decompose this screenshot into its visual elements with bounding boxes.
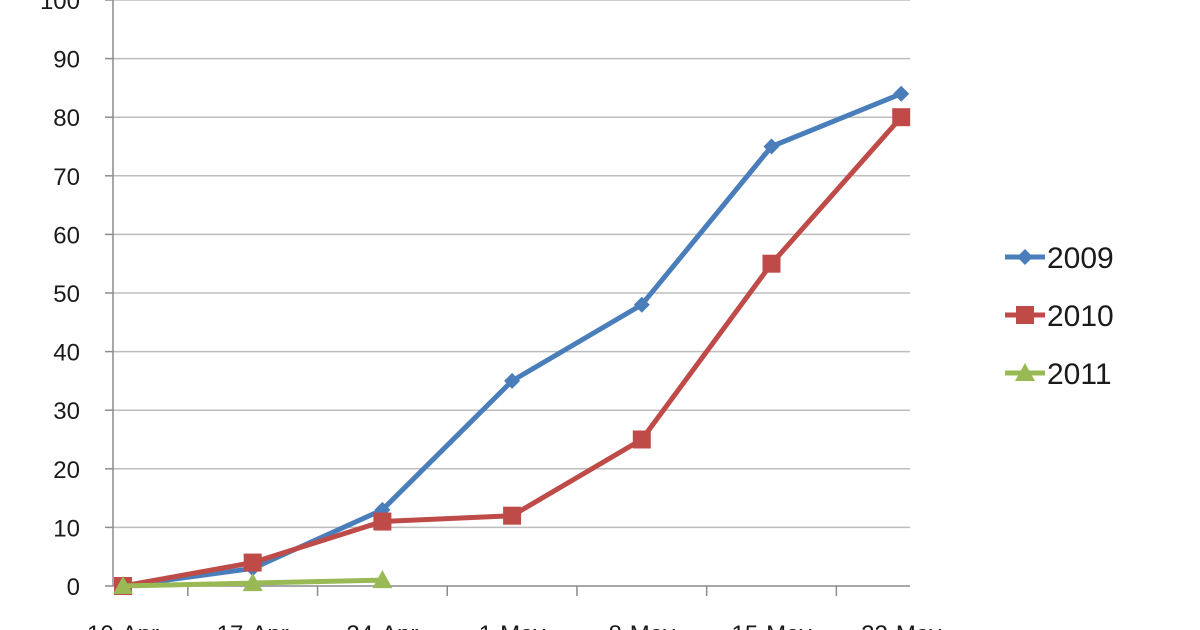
data-point-2010 — [892, 108, 911, 127]
data-point-2009 — [633, 296, 650, 313]
legend-label: 2010 — [1047, 300, 1114, 333]
legend-swatch-marker — [1016, 306, 1034, 324]
y-tick-label: 90 — [53, 47, 80, 74]
data-point-2010 — [632, 430, 651, 449]
data-point-2011 — [372, 570, 393, 589]
legend: 2009 2010 2011 — [1005, 242, 1114, 391]
y-axis-tick-labels: 0 10 20 30 40 50 60 70 80 90 100 — [40, 0, 80, 601]
y-tick-label: 20 — [53, 457, 80, 484]
x-tick-label: 24-Apr — [346, 621, 418, 630]
axes — [105, 0, 910, 596]
y-tick-label: 30 — [53, 398, 80, 425]
x-tick-label: 22-May — [861, 621, 941, 630]
legend-item-2009: 2009 — [1005, 242, 1114, 275]
y-tick-label: 50 — [53, 281, 80, 308]
legend-swatch-marker — [1015, 363, 1035, 381]
y-tick-label: 40 — [53, 340, 80, 367]
data-point-2010 — [762, 254, 781, 273]
data-point-2011 — [242, 573, 263, 592]
y-tick-label: 0 — [67, 574, 80, 601]
legend-label: 2009 — [1047, 242, 1114, 275]
data-point-2009 — [504, 372, 521, 389]
x-tick-label: 10-Apr — [87, 621, 159, 630]
y-tick-label: 80 — [53, 105, 80, 132]
legend-swatch-marker — [1017, 249, 1033, 265]
legend-item-2010: 2010 — [1005, 300, 1114, 333]
y-tick-label: 70 — [53, 164, 80, 191]
data-point-2009 — [763, 138, 780, 155]
data-point-2010 — [243, 553, 262, 572]
legend-item-2011: 2011 — [1005, 358, 1112, 391]
x-tick-label: 1-May — [479, 621, 546, 630]
y-tick-label: 100 — [40, 0, 80, 15]
series-2011 — [113, 570, 393, 594]
x-axis-tick-labels: 10-Apr 17-Apr 24-Apr 1-May 8-May 15-May 22-May — [87, 621, 941, 630]
y-tick-label: 10 — [53, 515, 80, 542]
data-point-2010 — [373, 512, 392, 531]
gridlines — [113, 0, 910, 529]
x-tick-label: 8-May — [608, 621, 675, 630]
data-point-2011 — [113, 576, 133, 594]
y-tick-label: 60 — [53, 222, 80, 249]
x-tick-label: 17-Apr — [217, 621, 289, 630]
x-tick-label: 15-May — [731, 621, 811, 630]
data-point-2010 — [503, 506, 522, 525]
data-point-2009 — [893, 85, 910, 102]
series — [113, 85, 911, 595]
legend-label: 2011 — [1047, 358, 1112, 391]
